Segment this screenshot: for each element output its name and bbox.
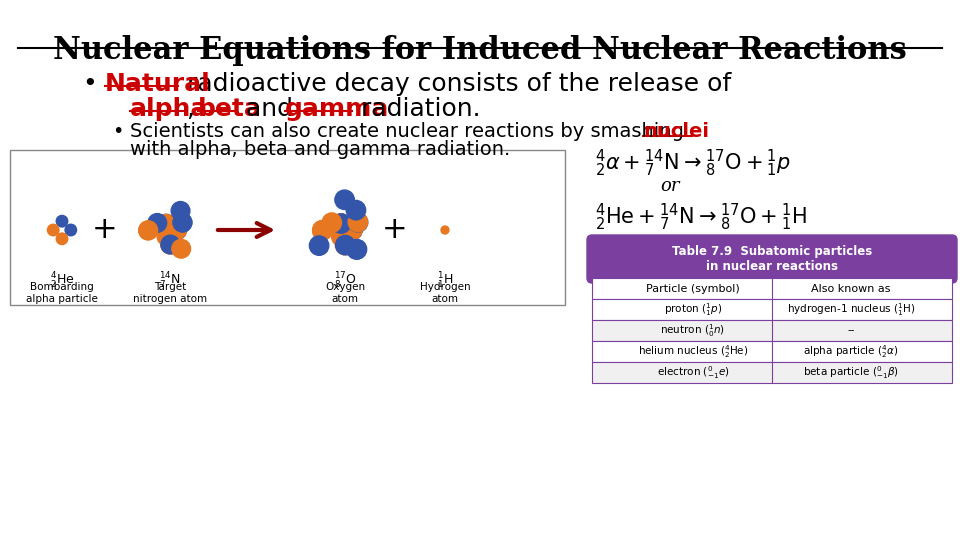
Text: --: -- xyxy=(848,326,855,335)
Circle shape xyxy=(322,213,342,232)
Text: ,: , xyxy=(186,97,194,121)
FancyBboxPatch shape xyxy=(10,150,565,305)
Circle shape xyxy=(157,227,176,246)
FancyArrowPatch shape xyxy=(218,223,271,237)
Text: electron ($^0_{-1}e$): electron ($^0_{-1}e$) xyxy=(657,364,729,381)
Circle shape xyxy=(335,235,355,255)
Text: $^{17}_8$O: $^{17}_8$O xyxy=(334,271,356,291)
Text: Scientists can also create nuclear reactions by smashing: Scientists can also create nuclear react… xyxy=(130,122,690,141)
FancyBboxPatch shape xyxy=(592,320,952,341)
Circle shape xyxy=(441,226,449,234)
Circle shape xyxy=(348,212,368,232)
Circle shape xyxy=(335,190,354,210)
FancyBboxPatch shape xyxy=(592,299,952,320)
Circle shape xyxy=(331,214,350,233)
Text: Also known as: Also known as xyxy=(811,284,891,294)
Text: +: + xyxy=(92,215,118,245)
Circle shape xyxy=(173,213,192,232)
Circle shape xyxy=(148,213,167,232)
Circle shape xyxy=(347,240,367,259)
Circle shape xyxy=(168,220,186,239)
FancyBboxPatch shape xyxy=(592,341,952,362)
Text: Nuclear Equations for Induced Nuclear Reactions: Nuclear Equations for Induced Nuclear Re… xyxy=(53,35,907,66)
Circle shape xyxy=(172,239,190,258)
Circle shape xyxy=(343,220,362,240)
Text: helium nucleus ($^4_2$He): helium nucleus ($^4_2$He) xyxy=(637,343,748,360)
Circle shape xyxy=(47,224,59,236)
Text: neutron ($^1_0n$): neutron ($^1_0n$) xyxy=(660,322,725,339)
Text: Natural: Natural xyxy=(105,72,211,96)
Text: Oxygen
atom: Oxygen atom xyxy=(324,282,365,303)
Text: Bombarding
alpha particle: Bombarding alpha particle xyxy=(26,282,98,303)
Circle shape xyxy=(348,240,367,259)
Circle shape xyxy=(343,220,362,240)
FancyBboxPatch shape xyxy=(592,362,952,383)
Circle shape xyxy=(168,221,186,239)
Text: nuclei: nuclei xyxy=(643,122,709,141)
Circle shape xyxy=(139,221,157,240)
Circle shape xyxy=(161,235,180,254)
Circle shape xyxy=(157,214,176,233)
Text: $^4_2$He: $^4_2$He xyxy=(50,271,74,291)
Text: Particle (symbol): Particle (symbol) xyxy=(646,284,739,294)
Circle shape xyxy=(347,200,366,220)
Text: +: + xyxy=(382,215,408,245)
Circle shape xyxy=(336,235,355,255)
Text: hydrogen-1 nucleus ($^1_1$H): hydrogen-1 nucleus ($^1_1$H) xyxy=(787,301,916,318)
Text: or: or xyxy=(660,177,680,195)
Text: radiation.: radiation. xyxy=(353,97,481,121)
Text: radioactive decay consists of the release of: radioactive decay consists of the releas… xyxy=(179,72,732,96)
Circle shape xyxy=(57,215,68,227)
Text: proton ($^1_1p$): proton ($^1_1p$) xyxy=(663,301,722,318)
Text: Target
nitrogen atom: Target nitrogen atom xyxy=(132,282,207,303)
Circle shape xyxy=(313,221,332,240)
Circle shape xyxy=(171,201,190,220)
Text: $^{14}_7$N: $^{14}_7$N xyxy=(159,271,180,291)
Text: with alpha, beta and gamma radiation.: with alpha, beta and gamma radiation. xyxy=(130,140,511,159)
Text: $^4_2\mathrm{He} + ^{14}_7\mathrm{N} \rightarrow ^{17}_8\mathrm{O} + ^1_1\mathrm: $^4_2\mathrm{He} + ^{14}_7\mathrm{N} \ri… xyxy=(595,202,807,233)
Text: and: and xyxy=(238,97,301,121)
Circle shape xyxy=(57,233,68,245)
Text: gamma: gamma xyxy=(285,97,390,121)
Text: Hydrogen
atom: Hydrogen atom xyxy=(420,282,470,303)
FancyBboxPatch shape xyxy=(592,278,952,299)
Circle shape xyxy=(309,236,329,255)
Text: •: • xyxy=(83,72,97,96)
Circle shape xyxy=(173,213,192,232)
FancyBboxPatch shape xyxy=(587,235,957,283)
Text: alpha: alpha xyxy=(130,97,208,121)
Text: Table 7.9  Subatomic particles
in nuclear reactions: Table 7.9 Subatomic particles in nuclear… xyxy=(672,245,872,273)
Text: beta: beta xyxy=(198,97,262,121)
Text: alpha particle ($^4_2\alpha$): alpha particle ($^4_2\alpha$) xyxy=(804,343,899,360)
Circle shape xyxy=(139,221,157,240)
Circle shape xyxy=(331,227,351,246)
Text: $^1_1$H: $^1_1$H xyxy=(437,271,453,291)
Circle shape xyxy=(313,220,332,240)
Text: beta particle ($^0_{-1}\beta$): beta particle ($^0_{-1}\beta$) xyxy=(804,364,900,381)
Circle shape xyxy=(331,214,351,233)
Text: $^4_2\alpha + ^{14}_7\mathrm{N} \rightarrow ^{17}_8\mathrm{O} + ^1_1p$: $^4_2\alpha + ^{14}_7\mathrm{N} \rightar… xyxy=(595,148,791,179)
Circle shape xyxy=(348,213,368,232)
Circle shape xyxy=(65,224,77,236)
Circle shape xyxy=(156,214,176,233)
Circle shape xyxy=(160,235,180,254)
Text: •: • xyxy=(112,122,124,141)
